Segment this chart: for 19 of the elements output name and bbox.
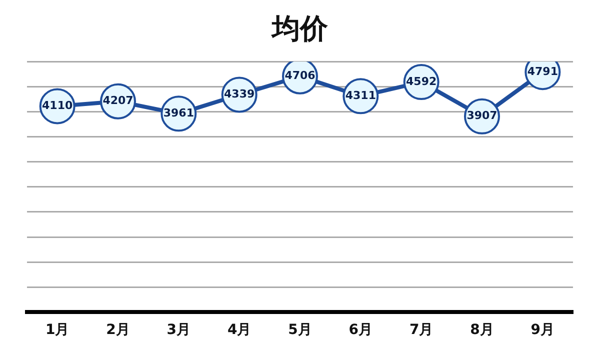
data-label: 4791 (527, 64, 558, 78)
data-label: 3907 (466, 109, 498, 122)
data-label: 3961 (163, 106, 194, 120)
data-label: 4110 (42, 99, 73, 112)
x-tick-label: 4月 (227, 322, 252, 338)
x-tick-label: 1月 (45, 322, 70, 338)
chart-title: 均价 (270, 12, 329, 46)
x-tick-label: 5月 (288, 322, 312, 338)
x-tick-label: 8月 (470, 322, 494, 338)
data-label: 4311 (345, 88, 376, 102)
x-tick-label: 3月 (166, 322, 191, 338)
x-tick-label: 9月 (530, 322, 555, 338)
x-tick-label: 2月 (106, 322, 130, 338)
data-label: 4592 (406, 74, 437, 88)
x-tick-label: 7月 (409, 322, 434, 338)
x-tick-label: 6月 (348, 322, 373, 338)
data-label: 4207 (102, 94, 134, 108)
data-label: 4339 (224, 88, 255, 101)
data-label: 4706 (284, 69, 316, 82)
